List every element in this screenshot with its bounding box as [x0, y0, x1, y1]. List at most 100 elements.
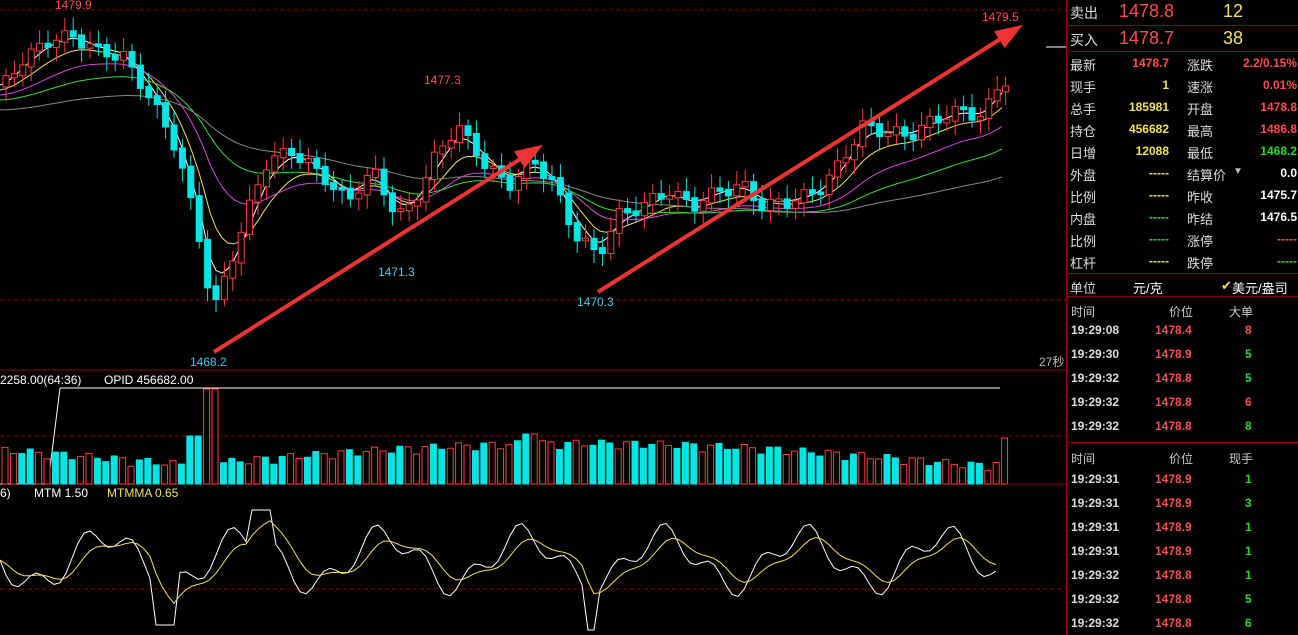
- candle-body: [254, 184, 262, 203]
- candle-body: [825, 174, 833, 196]
- tick-row[interactable]: 19:29:32 1478.8 5: [1067, 587, 1298, 611]
- volume-bar: [782, 453, 790, 485]
- volume-bar: [135, 459, 143, 485]
- volume-bar: [161, 464, 169, 485]
- col-header-bigqty: 大单: [1229, 305, 1254, 319]
- big-order-row[interactable]: 19:29:32 1478.8 8: [1067, 414, 1298, 438]
- candle-body: [44, 42, 52, 48]
- volume-bar: [597, 439, 605, 485]
- tick-time: 19:29:08: [1071, 323, 1120, 337]
- candle-body: [850, 144, 858, 161]
- tick-price: 1478.8: [1155, 395, 1192, 409]
- quote-panel: 卖出 1478.8 12 买入 1478.7 38 最新 1478.7 涨跌 2.2/…: [1066, 0, 1298, 635]
- tick-row[interactable]: 19:29:32 1478.8 6: [1067, 611, 1298, 635]
- volume-bar: [723, 448, 731, 485]
- candle-body: [279, 147, 287, 159]
- mtmma-line: [0, 520, 997, 605]
- stat-label: 现手: [1070, 80, 1097, 95]
- volume-bar: [933, 461, 941, 485]
- price-label-low-3: 1470.3: [577, 295, 614, 309]
- candle-body: [926, 115, 934, 128]
- sell-row[interactable]: 卖出 1478.8 12: [1067, 0, 1298, 24]
- volume-bar: [362, 450, 370, 485]
- volume-bar: [219, 462, 227, 485]
- tick-time: 19:29:32: [1071, 592, 1120, 606]
- col-header-price: 价位: [1169, 452, 1194, 466]
- volume-bar: [942, 458, 950, 485]
- divider: [1067, 51, 1298, 52]
- candle-body: [531, 159, 539, 165]
- stat-row: 比例 ----- 昨收 1475.7: [1067, 184, 1298, 206]
- candle-body: [464, 125, 472, 136]
- stat-label: 跌停: [1187, 256, 1214, 271]
- volume-bar: [463, 444, 471, 485]
- kline-chart[interactable]: 1479.9 1479.5 1477.3 1468.2 1471.3 1470.…: [0, 0, 1066, 635]
- stat-row: 日增 12088 最低 1468.2: [1067, 140, 1298, 162]
- candle-body: [682, 191, 690, 201]
- tick-price: 1478.9: [1155, 496, 1192, 510]
- tick-row[interactable]: 19:29:32 1478.8 1: [1067, 563, 1298, 587]
- unit-value[interactable]: 元/克: [1133, 281, 1163, 296]
- volume-bar: [656, 440, 664, 485]
- candle-body: [187, 165, 195, 199]
- tick-qty: 8: [1245, 419, 1252, 433]
- candle-body: [741, 181, 749, 188]
- candle-body: [514, 176, 522, 191]
- candle-body: [817, 191, 825, 196]
- tick-row[interactable]: 19:29:31 1478.9 3: [1067, 491, 1298, 515]
- stat-label: 外盘: [1070, 168, 1097, 183]
- tick-time: 19:29:32: [1071, 419, 1120, 433]
- stat-value: 0.01%: [1262, 78, 1297, 92]
- candle-body: [338, 187, 346, 191]
- volume-bar: [245, 463, 253, 485]
- tick-time: 19:29:31: [1071, 472, 1120, 486]
- big-order-row[interactable]: 19:29:30 1478.9 5: [1067, 342, 1298, 366]
- big-order-row[interactable]: 19:29:32 1478.8 5: [1067, 366, 1298, 390]
- volume-bar: [396, 445, 404, 485]
- stat-value: -----: [1277, 232, 1297, 246]
- price-label-high-left: 1479.9: [55, 0, 92, 12]
- volume-bar: [312, 451, 320, 485]
- tick-row[interactable]: 19:29:31 1478.9 1: [1067, 467, 1298, 491]
- volume-bar: [287, 453, 295, 485]
- candle-body: [699, 200, 707, 212]
- candle-body: [313, 157, 321, 169]
- tick-time: 19:29:32: [1071, 371, 1120, 385]
- candle-body: [724, 188, 732, 197]
- price-label-mid-high: 1477.3: [424, 73, 461, 87]
- volume-bar: [833, 451, 841, 485]
- tick-price: 1478.8: [1155, 616, 1192, 630]
- volume-bar: [77, 455, 85, 485]
- volume-bar: [539, 440, 547, 485]
- candle-body: [607, 230, 615, 255]
- volume-bar: [488, 441, 496, 485]
- tick-row[interactable]: 19:29:31 1478.9 1: [1067, 539, 1298, 563]
- col-header-qty: 现手: [1229, 452, 1254, 466]
- candle-body: [582, 237, 590, 242]
- volume-bar: [530, 433, 538, 485]
- stat-row: 内盘 ----- 昨结 1476.5: [1067, 206, 1298, 228]
- price-label-low-1: 1468.2: [190, 355, 227, 369]
- divider: [1067, 25, 1298, 26]
- ticks-header: 时间 价位 现手: [1067, 445, 1298, 469]
- buy-row[interactable]: 买入 1478.7 38: [1067, 27, 1298, 51]
- stat-value: -----: [1149, 210, 1169, 224]
- volume-bar: [1, 446, 9, 485]
- tick-row[interactable]: 19:29:31 1478.9 1: [1067, 515, 1298, 539]
- volume-bar: [295, 458, 303, 485]
- candle-body: [414, 199, 422, 207]
- candle-body: [363, 174, 371, 196]
- stat-row: 持仓 456682 最高 1486.8: [1067, 118, 1298, 140]
- caret-down-icon[interactable]: ▼: [1233, 166, 1243, 177]
- candle-body: [481, 153, 489, 169]
- volume-bar: [329, 458, 337, 485]
- candle-body: [262, 169, 270, 188]
- candle-body: [145, 85, 153, 99]
- big-order-row[interactable]: 19:29:08 1478.4 8: [1067, 318, 1298, 342]
- unit-alt[interactable]: 美元/盎司: [1232, 281, 1288, 296]
- volume-bar: [261, 456, 269, 485]
- volume-bar: [824, 449, 832, 485]
- volume-bar: [791, 450, 799, 485]
- unit-label: 单位: [1070, 281, 1097, 296]
- big-order-row[interactable]: 19:29:32 1478.8 6: [1067, 390, 1298, 414]
